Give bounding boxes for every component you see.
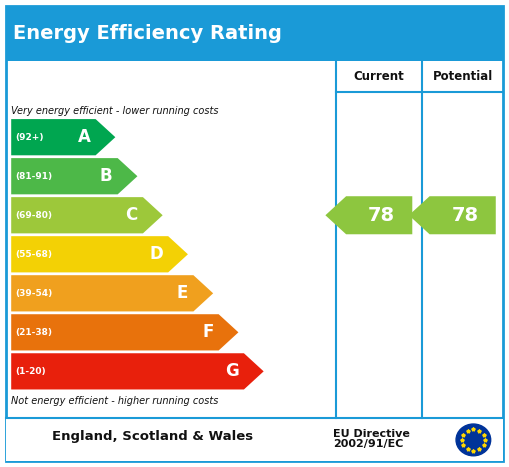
Text: England, Scotland & Wales: England, Scotland & Wales	[52, 430, 253, 443]
Polygon shape	[409, 196, 496, 234]
Text: D: D	[149, 245, 163, 263]
Text: (81-91): (81-91)	[15, 172, 52, 181]
Polygon shape	[11, 275, 213, 311]
Text: Energy Efficiency Rating: Energy Efficiency Rating	[13, 24, 281, 42]
Text: F: F	[202, 323, 214, 341]
Text: B: B	[100, 167, 112, 185]
Text: (1-20): (1-20)	[15, 367, 46, 376]
Text: (21-38): (21-38)	[15, 328, 52, 337]
Text: C: C	[126, 206, 138, 224]
Text: Very energy efficient - lower running costs: Very energy efficient - lower running co…	[11, 106, 219, 116]
Text: EU Directive: EU Directive	[333, 429, 410, 439]
Polygon shape	[11, 353, 264, 389]
Text: 78: 78	[451, 206, 479, 225]
Text: 78: 78	[368, 206, 395, 225]
Polygon shape	[11, 236, 188, 272]
Bar	[6, 418, 503, 461]
Text: G: G	[225, 362, 239, 380]
Text: A: A	[78, 128, 91, 146]
Text: (92+): (92+)	[15, 133, 44, 142]
Text: (69-80): (69-80)	[15, 211, 52, 220]
Circle shape	[456, 424, 491, 456]
Text: E: E	[177, 284, 188, 302]
Text: Current: Current	[354, 70, 405, 83]
Bar	[6, 6, 503, 61]
Text: (55-68): (55-68)	[15, 250, 52, 259]
Text: (39-54): (39-54)	[15, 289, 52, 298]
Polygon shape	[11, 158, 137, 194]
Text: Potential: Potential	[433, 70, 493, 83]
Polygon shape	[11, 197, 163, 234]
Polygon shape	[11, 119, 116, 156]
Text: Not energy efficient - higher running costs: Not energy efficient - higher running co…	[11, 396, 218, 406]
Polygon shape	[325, 196, 412, 234]
Text: 2002/91/EC: 2002/91/EC	[333, 439, 404, 449]
Polygon shape	[11, 314, 238, 350]
